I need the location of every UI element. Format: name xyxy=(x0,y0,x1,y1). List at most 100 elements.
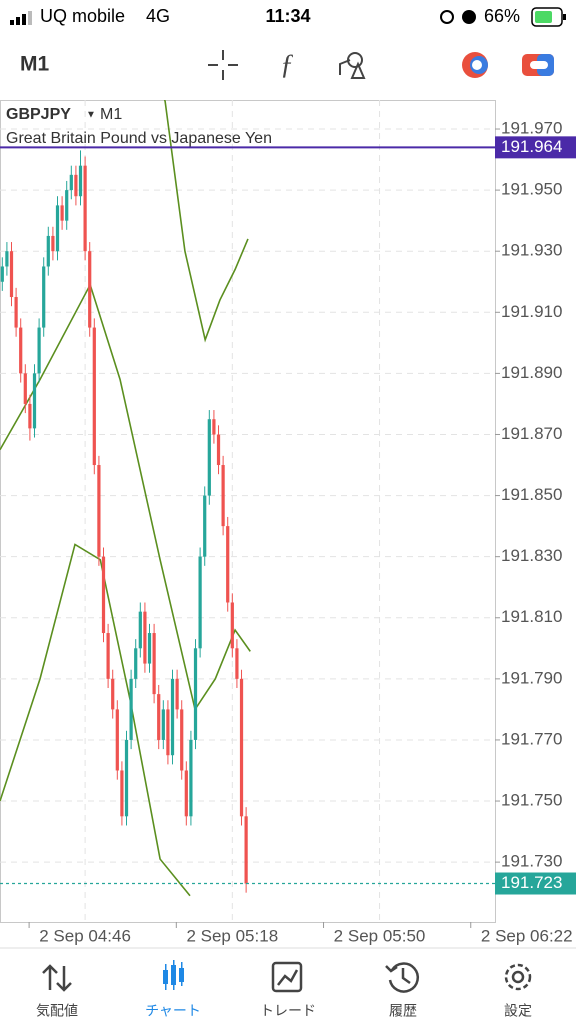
candle-body xyxy=(83,165,87,252)
x-tick-label: 2 Sep 05:18 xyxy=(186,926,278,945)
description: Great Britain Pound vs Japanese Yen xyxy=(6,130,272,147)
candle-body xyxy=(19,327,23,374)
candle-body xyxy=(65,190,69,221)
y-tick-label: 191.850 xyxy=(501,485,562,504)
candle-body xyxy=(198,556,202,649)
y-tick-label: 191.770 xyxy=(501,729,562,748)
crosshair-button[interactable] xyxy=(208,50,238,80)
x-tick-label: 2 Sep 04:46 xyxy=(39,926,131,945)
candle-body xyxy=(166,709,170,756)
account-button[interactable] xyxy=(462,52,488,78)
quotes-icon xyxy=(42,964,72,992)
network: 4G xyxy=(146,6,170,26)
candle-body xyxy=(106,633,110,679)
candle-body xyxy=(138,611,142,649)
candle-body xyxy=(239,678,244,817)
y-tick-label: 191.970 xyxy=(501,119,562,138)
indicator-line xyxy=(163,100,249,343)
tab-bar xyxy=(0,947,576,993)
clock: 11:34 xyxy=(265,6,310,26)
chart-timeframe: M1 xyxy=(100,106,122,123)
candle-body xyxy=(23,373,27,404)
y-tick-label: 191.730 xyxy=(501,852,562,871)
candle-body xyxy=(203,495,207,557)
plot-frame xyxy=(0,100,496,923)
tab-label[interactable]: 設定 xyxy=(504,1003,532,1019)
candle-body xyxy=(46,235,50,267)
tab-label[interactable]: トレード xyxy=(260,1003,316,1019)
y-tick-label: 191.910 xyxy=(501,302,562,321)
indicator-line xyxy=(0,282,251,712)
candle-body xyxy=(88,251,92,328)
status-bar: UQ mobile 4G 11:34 66% xyxy=(10,6,566,27)
objects-button[interactable] xyxy=(339,52,366,79)
candle-body xyxy=(226,526,230,603)
candle-body xyxy=(244,816,248,884)
candle-body xyxy=(212,419,216,435)
candle-body xyxy=(0,266,4,282)
trade-icon xyxy=(271,961,303,993)
candle-body xyxy=(235,648,239,679)
plot-area xyxy=(0,100,251,897)
y-tick-label: 191.830 xyxy=(501,546,562,565)
battery-level: 66% xyxy=(484,6,520,26)
candle-body xyxy=(147,633,152,664)
candle-body xyxy=(189,739,193,817)
indicator-line xyxy=(0,543,191,897)
tab-label[interactable]: 気配値 xyxy=(36,1003,78,1019)
symbol: GBPJPY xyxy=(6,106,71,123)
candle-body xyxy=(55,205,60,252)
candle-body xyxy=(193,648,198,740)
trade-button[interactable] xyxy=(522,54,554,76)
tab-label[interactable]: チャート xyxy=(145,1003,201,1019)
candle-body xyxy=(221,465,225,527)
x-tick-label: 2 Sep 05:50 xyxy=(334,926,426,945)
y-tick-label: 191.810 xyxy=(501,607,562,626)
candle-body xyxy=(184,770,188,817)
candle-body xyxy=(175,678,179,710)
candle-body xyxy=(170,678,175,756)
settings-icon xyxy=(504,963,532,991)
y-tick-label: 191.890 xyxy=(501,363,562,382)
candle-body xyxy=(78,165,83,197)
candle-body xyxy=(152,633,156,695)
candle-body xyxy=(60,205,64,221)
y-tick-label: 191.750 xyxy=(501,791,562,810)
candle-body xyxy=(9,251,14,298)
candle-body xyxy=(180,709,184,771)
candle-body xyxy=(230,602,234,649)
tab-label[interactable]: 履歴 xyxy=(389,1003,417,1019)
candle-body xyxy=(101,556,106,634)
candle-body xyxy=(134,648,138,679)
bid-label: 191.723 xyxy=(501,873,562,892)
candle-body xyxy=(92,327,96,466)
candle-body xyxy=(69,174,73,191)
chart: 191.970 191.950 191.930 191.910 191.890 191.8… xyxy=(0,100,576,945)
timeframe-button[interactable]: M1 xyxy=(20,53,49,76)
carrier: UQ mobile xyxy=(40,6,125,26)
y-tick-label: 191.790 xyxy=(501,668,562,687)
candle-body xyxy=(28,403,32,429)
candle-body xyxy=(161,709,165,740)
candle-body xyxy=(97,465,101,557)
candle-body xyxy=(120,770,124,817)
candle-body xyxy=(74,174,78,197)
candle-body xyxy=(32,373,37,429)
candle-body xyxy=(14,297,18,328)
history-icon xyxy=(385,962,419,993)
indicators-button[interactable]: ƒ xyxy=(280,49,294,80)
y-tick-label: 191.870 xyxy=(501,424,562,443)
y-tick-label: 191.930 xyxy=(501,241,562,260)
candle-body xyxy=(5,251,9,267)
ask-label: 191.964 xyxy=(501,137,562,156)
candle-body xyxy=(216,434,221,466)
candle-body xyxy=(37,327,41,374)
candle-body xyxy=(143,611,147,664)
candle-body xyxy=(111,678,115,710)
candle-body xyxy=(124,739,129,817)
candle-body xyxy=(129,678,133,740)
ask-label-box xyxy=(495,136,576,159)
toolbar: M1 ƒ xyxy=(20,49,554,80)
candle-body xyxy=(157,694,161,740)
